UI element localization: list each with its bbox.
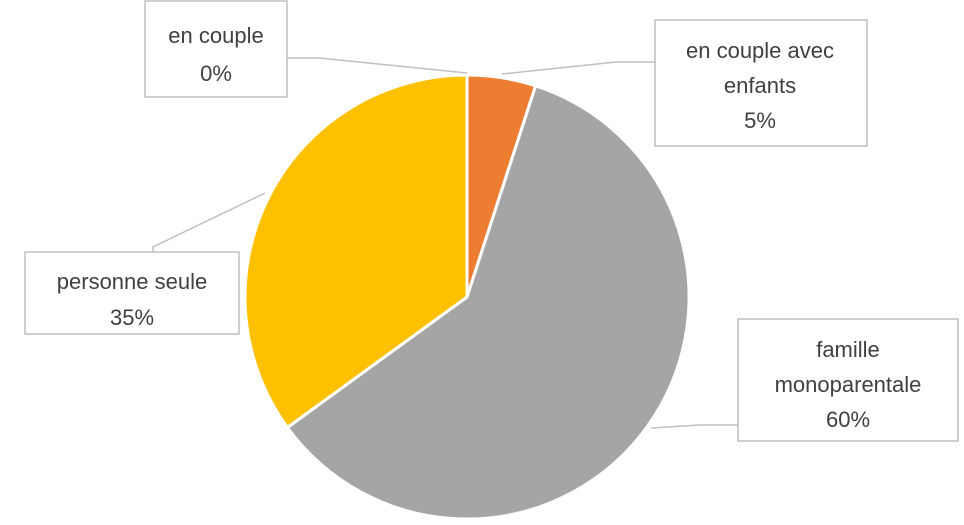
slices-layer [243,73,691,521]
data-label-box-famille-monoparentale [737,318,959,442]
data-label-box-personne-seule [24,251,240,335]
data-label-box-en-couple-avec-enfants [654,19,868,147]
data-label-name-en-couple-avec-enfants: en couple avec [686,38,834,63]
data-label-percent-en-couple-avec-enfants: 5% [744,108,776,133]
leader-line-en-couple-avec-enfants [501,61,655,75]
data-label-percent-en-couple: 0% [200,61,232,86]
pie-slice-famille-monoparentale [285,84,691,521]
data-label-name-famille-monoparentale: monoparentale [775,372,922,397]
leader-line-en-couple [287,57,468,74]
data-label-box-en-couple [144,0,288,98]
leader-line-famille-monoparentale [650,424,738,429]
pie-slice-personne-seule [243,73,469,429]
data-label-percent-personne-seule: 35% [110,305,154,330]
data-label-percent-famille-monoparentale: 60% [826,407,870,432]
data-label-name-personne-seule: personne seule [57,269,207,294]
data-labels-layer: en couple avec enfants 5% famille monoparent… [24,0,959,442]
leader-lines-layer [152,57,738,429]
leader-line-personne-seule [152,192,266,252]
data-label-name-en-couple: en couple [168,23,263,48]
data-label-name-famille-monoparentale: famille [816,337,880,362]
data-label-name-en-couple-avec-enfants: enfants [724,73,796,98]
